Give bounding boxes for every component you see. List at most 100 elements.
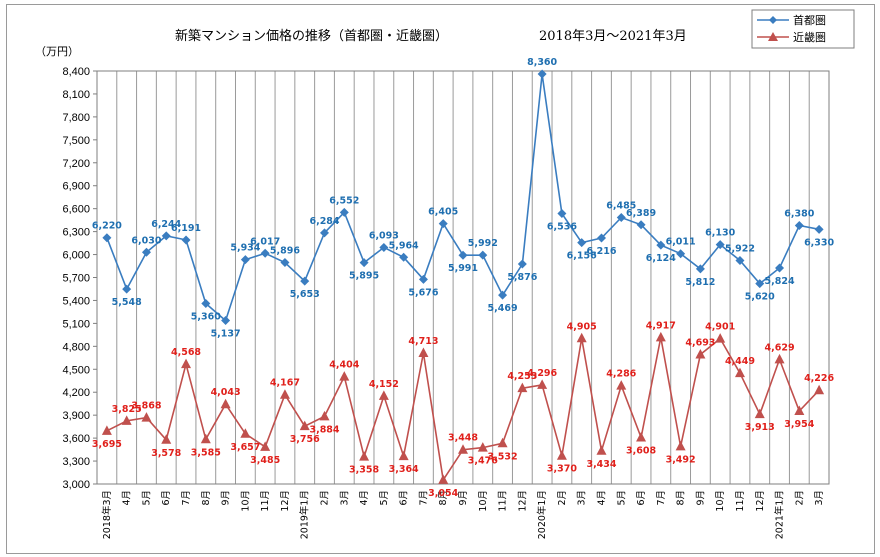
plot-area — [96, 70, 830, 485]
data-point-kinki — [517, 382, 528, 393]
data-point-kinki — [616, 380, 627, 390]
data-label-kinki: 4,917 — [646, 320, 676, 331]
gridlines — [116, 71, 810, 484]
data-point-kinki — [497, 437, 508, 448]
y-tick-label: 6,300 — [62, 227, 90, 239]
data-label-kinki: 3,825 — [112, 404, 142, 415]
data-point-shutoken — [359, 258, 369, 268]
data-label-shutoken: 5,896 — [270, 246, 300, 257]
data-point-shutoken — [339, 207, 349, 217]
data-label-kinki: 3,657 — [230, 442, 260, 453]
x-tick-label: 7月 — [181, 490, 192, 506]
data-label-shutoken: 6,552 — [329, 195, 359, 206]
y-tick-label: 7,800 — [62, 112, 90, 124]
x-tick-label: 12月 — [280, 490, 291, 512]
data-point-kinki — [754, 408, 765, 419]
data-point-shutoken — [616, 212, 626, 222]
series-line-kinki — [106, 337, 820, 483]
data-label-shutoken: 5,934 — [230, 243, 260, 254]
data-point-shutoken — [676, 249, 686, 259]
data-label-shutoken: 6,191 — [171, 223, 201, 234]
x-tick-label: 8月 — [676, 490, 687, 506]
y-tick-label: 3,600 — [62, 433, 90, 445]
data-point-kinki — [319, 410, 330, 421]
data-point-shutoken — [775, 263, 785, 273]
data-label-kinki: 4,296 — [527, 368, 557, 379]
data-point-kinki — [814, 384, 825, 395]
x-tick-label: 11月 — [260, 490, 271, 512]
data-label-shutoken: 5,360 — [191, 312, 221, 323]
x-tick-label: 5月 — [379, 490, 390, 506]
data-point-shutoken — [498, 290, 508, 300]
data-point-kinki — [101, 425, 112, 435]
data-label-shutoken: 5,992 — [468, 238, 498, 249]
data-label-shutoken: 6,030 — [131, 235, 161, 246]
data-point-shutoken — [537, 69, 547, 79]
x-tick-label: 8月 — [201, 490, 212, 506]
data-label-shutoken: 6,284 — [309, 216, 339, 227]
x-tick-label: 9月 — [458, 490, 469, 506]
data-point-kinki — [576, 332, 587, 343]
x-tick-label: 10月 — [240, 490, 251, 512]
data-point-shutoken — [379, 242, 389, 252]
data-point-shutoken — [557, 209, 567, 219]
data-label-shutoken: 5,964 — [389, 240, 419, 251]
data-label-shutoken: 6,220 — [92, 221, 122, 232]
data-point-kinki — [418, 347, 429, 357]
y-tick-label: 6,900 — [62, 181, 90, 193]
data-point-shutoken — [695, 264, 705, 274]
x-tick-label: 12月 — [755, 490, 766, 512]
data-label-shutoken: 5,469 — [488, 303, 518, 314]
data-point-shutoken — [755, 279, 765, 289]
data-point-kinki — [260, 441, 271, 451]
data-point-shutoken — [656, 240, 666, 250]
legend-diamond-marker — [769, 16, 777, 24]
data-label-shutoken: 5,676 — [408, 287, 438, 298]
y-tick-label: 4,800 — [62, 341, 90, 353]
data-label-kinki: 4,693 — [685, 338, 715, 349]
data-point-shutoken — [794, 220, 804, 230]
data-label-kinki: 4,629 — [765, 342, 795, 353]
data-point-kinki — [299, 420, 310, 431]
data-point-kinki — [161, 434, 172, 444]
data-label-kinki: 3,695 — [92, 439, 122, 450]
legend: 首都圏 近畿圏 — [751, 9, 855, 49]
data-point-kinki — [695, 349, 706, 359]
x-tick-label: 6月 — [636, 490, 647, 506]
data-point-shutoken — [715, 240, 725, 250]
x-tick-label: 2018年3月 — [101, 490, 113, 539]
data-point-kinki — [675, 440, 686, 451]
y-tick-label: 5,400 — [62, 295, 90, 307]
data-label-kinki: 4,404 — [329, 360, 359, 371]
data-point-kinki — [398, 450, 409, 461]
data-label-shutoken: 5,824 — [765, 276, 795, 287]
data-label-shutoken: 5,812 — [685, 277, 715, 288]
data-label-kinki: 3,585 — [191, 447, 221, 458]
data-label-kinki: 4,905 — [567, 321, 597, 332]
y-tick-label: 6,000 — [62, 250, 90, 262]
data-point-shutoken — [240, 255, 250, 265]
data-point-kinki — [141, 412, 152, 422]
data-point-shutoken — [418, 274, 428, 284]
data-point-shutoken — [478, 250, 488, 260]
data-point-shutoken — [102, 233, 112, 243]
y-axis-unit-label: （万円） — [35, 45, 79, 58]
data-point-shutoken — [517, 259, 527, 269]
data-label-shutoken: 6,536 — [547, 222, 577, 233]
data-point-shutoken — [141, 247, 151, 257]
data-label-shutoken: 5,876 — [507, 272, 537, 283]
series-markers — [101, 69, 825, 484]
x-tick-label: 11月 — [735, 490, 746, 512]
data-point-kinki — [774, 353, 785, 364]
data-point-kinki — [477, 442, 488, 452]
data-label-shutoken: 6,405 — [428, 207, 458, 218]
data-point-kinki — [734, 367, 745, 378]
data-label-kinki: 4,167 — [270, 378, 300, 389]
chart-title: 新築マンション価格の推移（首都圏・近畿圏） — [175, 28, 448, 44]
data-label-kinki: 3,358 — [349, 465, 379, 476]
data-point-kinki — [339, 371, 350, 381]
data-point-kinki — [556, 450, 567, 460]
data-label-shutoken: 5,653 — [290, 289, 320, 300]
data-label-shutoken: 6,244 — [151, 219, 181, 230]
